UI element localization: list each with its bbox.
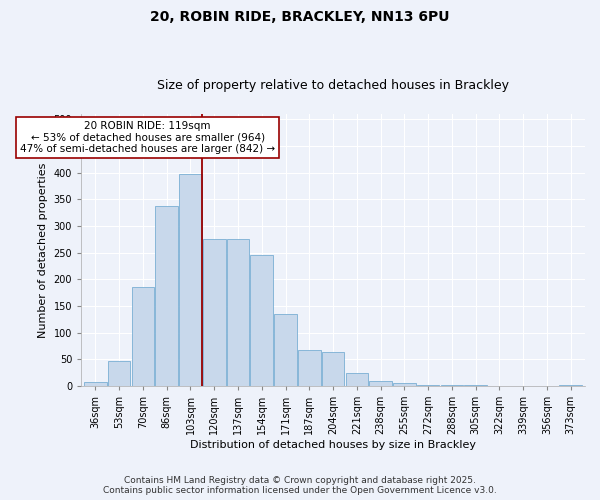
- Text: 20, ROBIN RIDE, BRACKLEY, NN13 6PU: 20, ROBIN RIDE, BRACKLEY, NN13 6PU: [150, 10, 450, 24]
- Bar: [346, 372, 368, 386]
- Bar: [322, 352, 344, 386]
- Bar: [393, 384, 416, 386]
- Bar: [179, 174, 202, 386]
- Bar: [227, 240, 249, 386]
- Bar: [559, 385, 582, 386]
- X-axis label: Distribution of detached houses by size in Brackley: Distribution of detached houses by size …: [190, 440, 476, 450]
- Bar: [298, 350, 320, 386]
- Y-axis label: Number of detached properties: Number of detached properties: [38, 162, 48, 338]
- Bar: [250, 256, 273, 386]
- Text: 20 ROBIN RIDE: 119sqm
← 53% of detached houses are smaller (964)
47% of semi-det: 20 ROBIN RIDE: 119sqm ← 53% of detached …: [20, 121, 275, 154]
- Bar: [131, 288, 154, 386]
- Bar: [274, 314, 297, 386]
- Text: Contains HM Land Registry data © Crown copyright and database right 2025.
Contai: Contains HM Land Registry data © Crown c…: [103, 476, 497, 495]
- Bar: [370, 380, 392, 386]
- Bar: [108, 362, 130, 386]
- Bar: [417, 385, 439, 386]
- Bar: [203, 240, 226, 386]
- Bar: [155, 206, 178, 386]
- Title: Size of property relative to detached houses in Brackley: Size of property relative to detached ho…: [157, 79, 509, 92]
- Bar: [84, 382, 107, 386]
